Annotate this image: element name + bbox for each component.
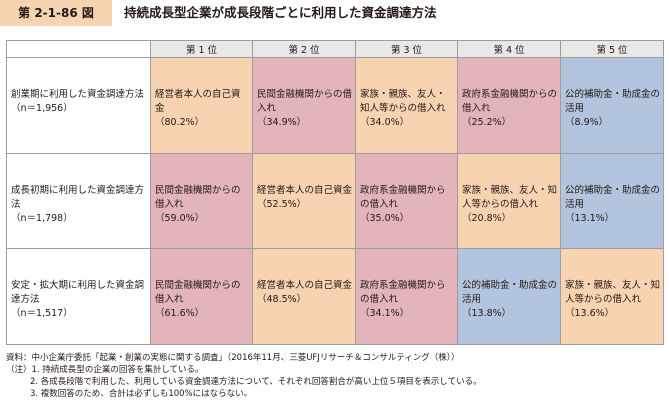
table-cell: 民間金融機関からの借入れ （34.9%） [252, 57, 356, 154]
figure-header: 第 2-1-86 図 持続成長型企業が成長段階ごとに利用した資金調達方法 [0, 0, 669, 30]
row-label-startup: 創業期に利用した資金調達方法 （n＝1,956） [6, 57, 151, 154]
table-cell: 家族・親族、友人・知人等からの借入れ （34.0%） [355, 57, 458, 154]
funding-methods-table: 第 1 位 第 2 位 第 3 位 第 4 位 第 5 位 創業期に利用した資金… [6, 40, 664, 345]
cell-method: 公的補助金・助成金の活用 [462, 280, 558, 306]
table-cell: 家族・親族、友人・知人等からの借入れ （20.8%） [457, 152, 561, 250]
cell-method: 家族・親族、友人・知人等からの借入れ [565, 280, 661, 306]
row-sample-size: （n＝1,798） [11, 212, 73, 224]
table-cell: 家族・親族、友人・知人等からの借入れ （13.6%） [560, 248, 664, 345]
cell-percentage: （35.0%） [360, 212, 410, 224]
cell-method: 家族・親族、友人・知人等からの借入れ [462, 184, 558, 210]
cell-percentage: （52.5%） [257, 198, 307, 210]
figure-label: 第 2-1-86 図 [0, 0, 112, 26]
table-cell: 経営者本人の自己資金 （52.5%） [252, 152, 356, 250]
cell-method: 政府系金融機関からの借入れ [360, 280, 446, 306]
table-cell: 公的補助金・助成金の活用 （8.9%） [560, 57, 664, 154]
cell-percentage: （8.9%） [565, 117, 609, 128]
figure-notes: 資料：中小企業庁委託「起業・創業の実態に関する調査」（2016年11月、三菱UF… [6, 352, 663, 400]
table-cell: 公的補助金・助成金の活用 （13.1%） [560, 152, 664, 250]
cell-method: 公的補助金・助成金の活用 [565, 184, 661, 210]
note-3: 3. 複数回答のため、合計は必ずしも100%にはならない。 [30, 389, 253, 399]
cell-method: 公的補助金・助成金の活用 [565, 89, 661, 114]
header-corner [6, 40, 151, 58]
column-header-rank-5: 第 5 位 [560, 40, 664, 58]
row-label-text: 創業期に利用した資金調達方法 [11, 89, 145, 100]
table-cell: 民間金融機関からの借入れ （61.6%） [150, 248, 253, 345]
source-note: 資料：中小企業庁委託「起業・創業の実態に関する調査」（2016年11月、三菱UF… [6, 353, 460, 363]
cell-percentage: （34.1%） [360, 308, 410, 320]
cell-method: 経営者本人の自己資金 [257, 184, 353, 196]
table-cell: 政府系金融機関からの借入れ （25.2%） [457, 57, 561, 154]
row-label-early-growth: 成長初期に利用した資金調達方法 （n＝1,798） [6, 152, 151, 250]
row-label-text: 成長初期に利用した資金調達方法 [11, 184, 145, 210]
cell-method: 政府系金融機関からの借入れ [462, 89, 558, 114]
table-header-row: 第 1 位 第 2 位 第 3 位 第 4 位 第 5 位 [6, 40, 664, 58]
table-cell: 政府系金融機関からの借入れ （35.0%） [355, 152, 458, 250]
cell-percentage: （13.6%） [565, 308, 615, 320]
table-cell: 経営者本人の自己資金 （48.5%） [252, 248, 356, 345]
note-1: （注）1. 持続成長型の企業の回答を集計している。 [6, 365, 204, 375]
column-header-rank-4: 第 4 位 [457, 40, 561, 58]
cell-method: 民間金融機関からの借入れ [257, 89, 353, 114]
cell-percentage: （13.8%） [462, 308, 512, 320]
cell-percentage: （20.8%） [462, 212, 512, 224]
cell-method: 経営者本人の自己資金 [155, 89, 241, 114]
table-row-startup: 創業期に利用した資金調達方法 （n＝1,956） 経営者本人の自己資金 （80.… [6, 57, 664, 154]
cell-percentage: （61.6%） [155, 308, 205, 320]
note-2: 2. 各成長段階で利用した、利用している資金調達方法について、それぞれ回答割合が… [30, 377, 482, 387]
cell-method: 家族・親族、友人・知人等からの借入れ [360, 89, 446, 114]
cell-method: 政府系金融機関からの借入れ [360, 184, 446, 210]
cell-percentage: （13.1%） [565, 212, 615, 224]
cell-method: 民間金融機関からの借入れ [155, 280, 241, 306]
row-sample-size: （n＝1,517） [11, 308, 73, 320]
cell-percentage: （59.0%） [155, 212, 205, 224]
table-cell: 政府系金融機関からの借入れ （34.1%） [355, 248, 458, 345]
cell-method: 民間金融機関からの借入れ [155, 184, 241, 210]
cell-method: 経営者本人の自己資金 [257, 280, 353, 292]
cell-percentage: （25.2%） [462, 117, 512, 128]
row-label-stable-expansion: 安定・拡大期に利用した資金調達方法 （n＝1,517） [6, 248, 151, 345]
cell-percentage: （48.5%） [257, 294, 307, 306]
table-cell: 公的補助金・助成金の活用 （13.8%） [457, 248, 561, 345]
cell-percentage: （34.0%） [360, 117, 410, 128]
column-header-rank-1: 第 1 位 [150, 40, 253, 58]
cell-percentage: （80.2%） [155, 117, 205, 128]
cell-percentage: （34.9%） [257, 117, 307, 128]
row-sample-size: （n＝1,956） [11, 103, 73, 114]
column-header-rank-3: 第 3 位 [355, 40, 458, 58]
row-label-text: 安定・拡大期に利用した資金調達方法 [11, 280, 145, 306]
figure-title: 持続成長型企業が成長段階ごとに利用した資金調達方法 [124, 5, 437, 20]
table-row-stable-expansion: 安定・拡大期に利用した資金調達方法 （n＝1,517） 民間金融機関からの借入れ… [6, 248, 664, 345]
table-cell: 民間金融機関からの借入れ （59.0%） [150, 152, 253, 250]
column-header-rank-2: 第 2 位 [252, 40, 356, 58]
table-cell: 経営者本人の自己資金 （80.2%） [150, 57, 253, 154]
table-row-early-growth: 成長初期に利用した資金調達方法 （n＝1,798） 民間金融機関からの借入れ （… [6, 152, 664, 250]
